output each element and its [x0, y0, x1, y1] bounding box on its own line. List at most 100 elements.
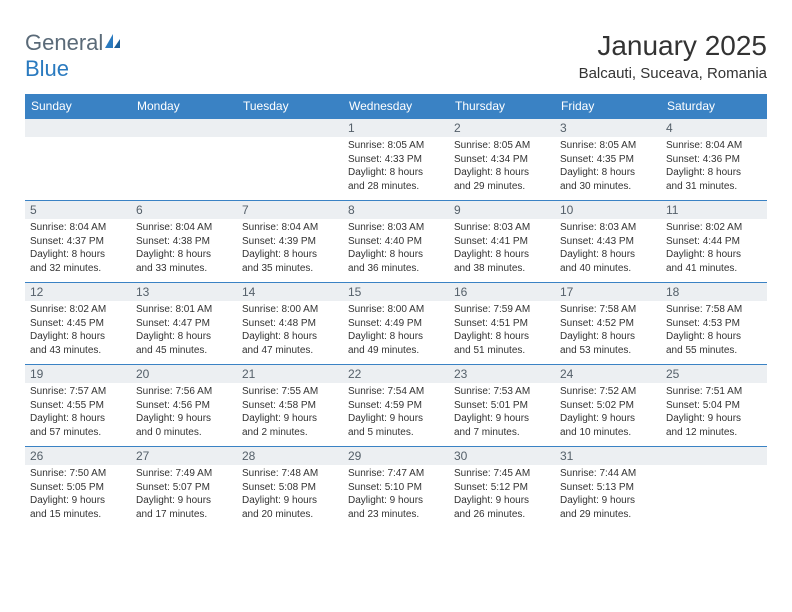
day-details: Sunrise: 8:05 AMSunset: 4:33 PMDaylight:… [343, 137, 449, 196]
calendar-cell: 14Sunrise: 8:00 AMSunset: 4:48 PMDayligh… [237, 283, 343, 365]
calendar-cell: 21Sunrise: 7:55 AMSunset: 4:58 PMDayligh… [237, 365, 343, 447]
day-number: 21 [237, 365, 343, 383]
calendar-cell: 16Sunrise: 7:59 AMSunset: 4:51 PMDayligh… [449, 283, 555, 365]
day-number-empty [237, 119, 343, 137]
calendar-cell: 6Sunrise: 8:04 AMSunset: 4:38 PMDaylight… [131, 201, 237, 283]
day-number: 11 [661, 201, 767, 219]
day-number-empty [131, 119, 237, 137]
day-details: Sunrise: 7:48 AMSunset: 5:08 PMDaylight:… [237, 465, 343, 524]
day-number: 9 [449, 201, 555, 219]
day-details: Sunrise: 7:51 AMSunset: 5:04 PMDaylight:… [661, 383, 767, 442]
calendar-cell: 31Sunrise: 7:44 AMSunset: 5:13 PMDayligh… [555, 447, 661, 529]
calendar-cell: 2Sunrise: 8:05 AMSunset: 4:34 PMDaylight… [449, 119, 555, 201]
calendar-cell: 18Sunrise: 7:58 AMSunset: 4:53 PMDayligh… [661, 283, 767, 365]
calendar-row: 19Sunrise: 7:57 AMSunset: 4:55 PMDayligh… [25, 365, 767, 447]
day-number: 31 [555, 447, 661, 465]
calendar-body: 1Sunrise: 8:05 AMSunset: 4:33 PMDaylight… [25, 119, 767, 529]
day-details: Sunrise: 8:02 AMSunset: 4:44 PMDaylight:… [661, 219, 767, 278]
day-details: Sunrise: 7:58 AMSunset: 4:53 PMDaylight:… [661, 301, 767, 360]
calendar-row: 5Sunrise: 8:04 AMSunset: 4:37 PMDaylight… [25, 201, 767, 283]
day-number: 29 [343, 447, 449, 465]
day-details: Sunrise: 8:05 AMSunset: 4:34 PMDaylight:… [449, 137, 555, 196]
day-details: Sunrise: 8:00 AMSunset: 4:49 PMDaylight:… [343, 301, 449, 360]
calendar-cell: 15Sunrise: 8:00 AMSunset: 4:49 PMDayligh… [343, 283, 449, 365]
logo-text: GeneralBlue [25, 30, 123, 82]
day-number: 17 [555, 283, 661, 301]
day-number: 26 [25, 447, 131, 465]
day-number: 6 [131, 201, 237, 219]
day-details: Sunrise: 8:04 AMSunset: 4:37 PMDaylight:… [25, 219, 131, 278]
day-number: 25 [661, 365, 767, 383]
calendar-cell [131, 119, 237, 201]
logo-blue: Blue [25, 56, 69, 81]
day-number: 18 [661, 283, 767, 301]
day-number: 7 [237, 201, 343, 219]
calendar-cell [25, 119, 131, 201]
calendar-row: 1Sunrise: 8:05 AMSunset: 4:33 PMDaylight… [25, 119, 767, 201]
calendar-cell: 19Sunrise: 7:57 AMSunset: 4:55 PMDayligh… [25, 365, 131, 447]
location: Balcauti, Suceava, Romania [579, 65, 767, 82]
day-details: Sunrise: 7:44 AMSunset: 5:13 PMDaylight:… [555, 465, 661, 524]
day-number: 10 [555, 201, 661, 219]
title-block: January 2025 Balcauti, Suceava, Romania [579, 30, 767, 82]
day-header: Tuesday [237, 94, 343, 119]
day-details: Sunrise: 7:59 AMSunset: 4:51 PMDaylight:… [449, 301, 555, 360]
day-details: Sunrise: 8:02 AMSunset: 4:45 PMDaylight:… [25, 301, 131, 360]
day-number: 14 [237, 283, 343, 301]
day-details: Sunrise: 8:03 AMSunset: 4:41 PMDaylight:… [449, 219, 555, 278]
day-number: 12 [25, 283, 131, 301]
day-number: 1 [343, 119, 449, 137]
day-details: Sunrise: 8:01 AMSunset: 4:47 PMDaylight:… [131, 301, 237, 360]
calendar-cell: 3Sunrise: 8:05 AMSunset: 4:35 PMDaylight… [555, 119, 661, 201]
day-number: 4 [661, 119, 767, 137]
calendar-cell: 5Sunrise: 8:04 AMSunset: 4:37 PMDaylight… [25, 201, 131, 283]
calendar-cell: 1Sunrise: 8:05 AMSunset: 4:33 PMDaylight… [343, 119, 449, 201]
day-number: 5 [25, 201, 131, 219]
calendar-cell: 28Sunrise: 7:48 AMSunset: 5:08 PMDayligh… [237, 447, 343, 529]
month-title: January 2025 [579, 30, 767, 62]
calendar-cell: 24Sunrise: 7:52 AMSunset: 5:02 PMDayligh… [555, 365, 661, 447]
day-number-empty [661, 447, 767, 465]
day-details: Sunrise: 8:04 AMSunset: 4:38 PMDaylight:… [131, 219, 237, 278]
logo-sail-icon [103, 30, 123, 56]
day-number: 15 [343, 283, 449, 301]
day-number: 20 [131, 365, 237, 383]
calendar-cell: 23Sunrise: 7:53 AMSunset: 5:01 PMDayligh… [449, 365, 555, 447]
day-details: Sunrise: 8:03 AMSunset: 4:40 PMDaylight:… [343, 219, 449, 278]
day-number: 23 [449, 365, 555, 383]
calendar-row: 26Sunrise: 7:50 AMSunset: 5:05 PMDayligh… [25, 447, 767, 529]
day-details: Sunrise: 7:54 AMSunset: 4:59 PMDaylight:… [343, 383, 449, 442]
day-header: Sunday [25, 94, 131, 119]
day-details: Sunrise: 8:03 AMSunset: 4:43 PMDaylight:… [555, 219, 661, 278]
day-details: Sunrise: 8:04 AMSunset: 4:36 PMDaylight:… [661, 137, 767, 196]
day-details: Sunrise: 8:05 AMSunset: 4:35 PMDaylight:… [555, 137, 661, 196]
day-details: Sunrise: 7:55 AMSunset: 4:58 PMDaylight:… [237, 383, 343, 442]
day-number: 8 [343, 201, 449, 219]
day-details: Sunrise: 7:52 AMSunset: 5:02 PMDaylight:… [555, 383, 661, 442]
day-header: Thursday [449, 94, 555, 119]
day-details: Sunrise: 7:49 AMSunset: 5:07 PMDaylight:… [131, 465, 237, 524]
day-number: 13 [131, 283, 237, 301]
calendar-cell: 27Sunrise: 7:49 AMSunset: 5:07 PMDayligh… [131, 447, 237, 529]
calendar-cell: 17Sunrise: 7:58 AMSunset: 4:52 PMDayligh… [555, 283, 661, 365]
day-details: Sunrise: 7:53 AMSunset: 5:01 PMDaylight:… [449, 383, 555, 442]
day-details: Sunrise: 7:50 AMSunset: 5:05 PMDaylight:… [25, 465, 131, 524]
calendar-cell [661, 447, 767, 529]
calendar-cell: 10Sunrise: 8:03 AMSunset: 4:43 PMDayligh… [555, 201, 661, 283]
day-number: 19 [25, 365, 131, 383]
logo-general: General [25, 30, 103, 55]
day-header: Saturday [661, 94, 767, 119]
day-details: Sunrise: 8:00 AMSunset: 4:48 PMDaylight:… [237, 301, 343, 360]
calendar-cell: 8Sunrise: 8:03 AMSunset: 4:40 PMDaylight… [343, 201, 449, 283]
day-number-empty [25, 119, 131, 137]
day-number: 16 [449, 283, 555, 301]
calendar-table: SundayMondayTuesdayWednesdayThursdayFrid… [25, 94, 767, 529]
day-header: Wednesday [343, 94, 449, 119]
day-details: Sunrise: 7:57 AMSunset: 4:55 PMDaylight:… [25, 383, 131, 442]
calendar-cell: 11Sunrise: 8:02 AMSunset: 4:44 PMDayligh… [661, 201, 767, 283]
calendar-cell: 20Sunrise: 7:56 AMSunset: 4:56 PMDayligh… [131, 365, 237, 447]
calendar-cell: 25Sunrise: 7:51 AMSunset: 5:04 PMDayligh… [661, 365, 767, 447]
day-details: Sunrise: 7:56 AMSunset: 4:56 PMDaylight:… [131, 383, 237, 442]
calendar-cell [237, 119, 343, 201]
calendar-cell: 7Sunrise: 8:04 AMSunset: 4:39 PMDaylight… [237, 201, 343, 283]
